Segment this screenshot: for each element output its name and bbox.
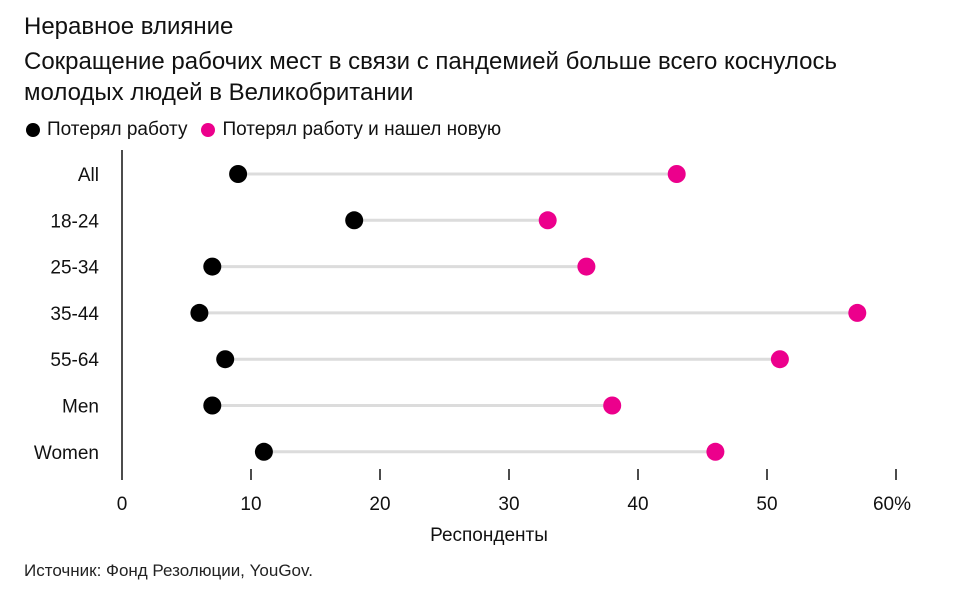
- x-tick-label: 60%: [873, 494, 911, 515]
- point-lost-job: [203, 396, 222, 415]
- point-found-new: [770, 350, 789, 369]
- point-lost-job: [229, 165, 248, 183]
- point-lost-job: [345, 211, 364, 230]
- category-label: Women: [34, 443, 99, 464]
- point-found-new: [603, 396, 622, 415]
- x-tick-label: 50: [756, 494, 777, 515]
- x-tick-label: 30: [498, 494, 519, 515]
- category-label: 35-44: [50, 304, 99, 325]
- chart-subtitle: Сокращение рабочих мест в связи с пандем…: [24, 48, 838, 106]
- legend-swatch-lost-job: [26, 123, 40, 137]
- point-found-new: [667, 165, 686, 183]
- legend-item-lost-job: Потерял работу: [26, 119, 187, 141]
- chart-title: Неравное влияние: [24, 13, 234, 40]
- legend-item-found-new: Потерял работу и нашел новую: [201, 119, 501, 141]
- point-found-new: [848, 303, 867, 322]
- x-tick-label: 0: [117, 494, 128, 515]
- point-found-new: [538, 211, 557, 230]
- category-label: Men: [62, 397, 99, 418]
- x-tick-label: 40: [627, 494, 648, 515]
- category-label: 25-34: [50, 258, 99, 279]
- source-note: Источник: Фонд Резолюции, YouGov.: [24, 561, 313, 580]
- point-lost-job: [203, 257, 222, 276]
- x-axis-title: Респонденты: [430, 525, 548, 546]
- legend-swatch-found-new: [201, 123, 216, 137]
- x-tick-label: 10: [240, 494, 261, 515]
- category-label: 55-64: [50, 350, 99, 371]
- category-label: 18-24: [50, 211, 99, 232]
- x-tick-label: 20: [369, 494, 390, 515]
- category-label: All: [78, 165, 99, 186]
- point-lost-job: [190, 303, 209, 322]
- point-found-new: [577, 257, 596, 276]
- legend-label-found-new: Потерял работу и нашел новую: [222, 119, 502, 140]
- point-lost-job: [216, 350, 235, 369]
- legend: Потерял работу Потерял работу и нашел но…: [26, 119, 515, 141]
- point-lost-job: [254, 442, 273, 461]
- point-found-new: [706, 442, 725, 461]
- legend-label-lost-job: Потерял работу: [47, 119, 188, 140]
